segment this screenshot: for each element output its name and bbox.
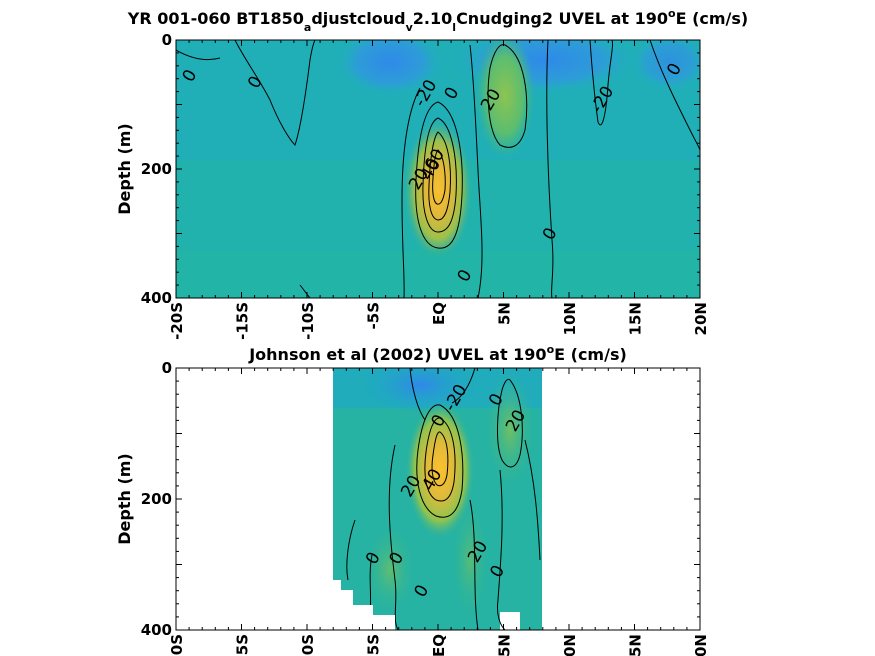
panel2-equatorial-undercurrent xyxy=(406,402,474,538)
panel2-x-ticks: -20S -15S -10S -5S EQ 5N 10N 15N 20N xyxy=(168,368,710,656)
panel2-y-axis-label: Depth (m) xyxy=(115,453,134,545)
panel-model: YR 001-060 BT1850adjustcloudv2.10lCnudgi… xyxy=(115,7,748,340)
y-tick-label: 200 xyxy=(141,490,172,508)
panel-observations: Johnson et al (2002) UVEL at 190oE (cm/s… xyxy=(115,343,710,656)
x-tick-label: EQ xyxy=(430,302,448,325)
x-tick-label: -15S xyxy=(234,634,252,656)
x-tick-label: 15N xyxy=(627,634,645,656)
x-tick-label: 20N xyxy=(692,634,710,656)
x-tick-label: 5N xyxy=(496,302,514,325)
panel2-westward-current xyxy=(360,368,480,415)
panel2-ncc-core xyxy=(485,370,535,490)
panel2-contours xyxy=(346,368,541,630)
x-tick-label: -5S xyxy=(365,634,383,656)
y-tick-label: 200 xyxy=(141,160,172,178)
panel2-field xyxy=(333,368,542,630)
panel1-contours xyxy=(176,40,700,298)
x-tick-label: -20S xyxy=(168,302,186,340)
panel1-westward-current-south xyxy=(335,40,445,97)
x-tick-label: 10N xyxy=(561,302,579,335)
panel1-y-ticks: 0 200 400 xyxy=(141,31,700,307)
panel1-field xyxy=(176,40,700,298)
y-tick-label: 0 xyxy=(162,359,172,377)
y-tick-label: 0 xyxy=(162,31,172,49)
x-tick-label: -15S xyxy=(234,302,252,340)
x-tick-label: EQ xyxy=(430,634,448,656)
x-tick-label: -10S xyxy=(299,302,317,340)
x-tick-label: -10S xyxy=(299,634,317,656)
panel2-y-ticks: 0 200 400 xyxy=(141,359,700,639)
panel2-title: Johnson et al (2002) UVEL at 190oE (cm/s… xyxy=(248,343,627,364)
x-tick-label: -20S xyxy=(168,634,186,656)
x-tick-label: 20N xyxy=(692,302,710,335)
y-tick-label: 400 xyxy=(141,621,172,639)
x-tick-label: 15N xyxy=(627,302,645,335)
panel1-x-ticks: -20S -15S -10S -5S EQ 5N 10N 15N 20N xyxy=(168,40,710,340)
x-tick-label: 5N xyxy=(496,634,514,656)
x-tick-label: -5S xyxy=(365,302,383,329)
panel1-y-axis-label: Depth (m) xyxy=(115,123,134,215)
panel1-title: YR 001-060 BT1850adjustcloudv2.10lCnudgi… xyxy=(127,7,748,34)
y-tick-label: 400 xyxy=(141,289,172,307)
x-tick-label: 10N xyxy=(561,634,579,656)
